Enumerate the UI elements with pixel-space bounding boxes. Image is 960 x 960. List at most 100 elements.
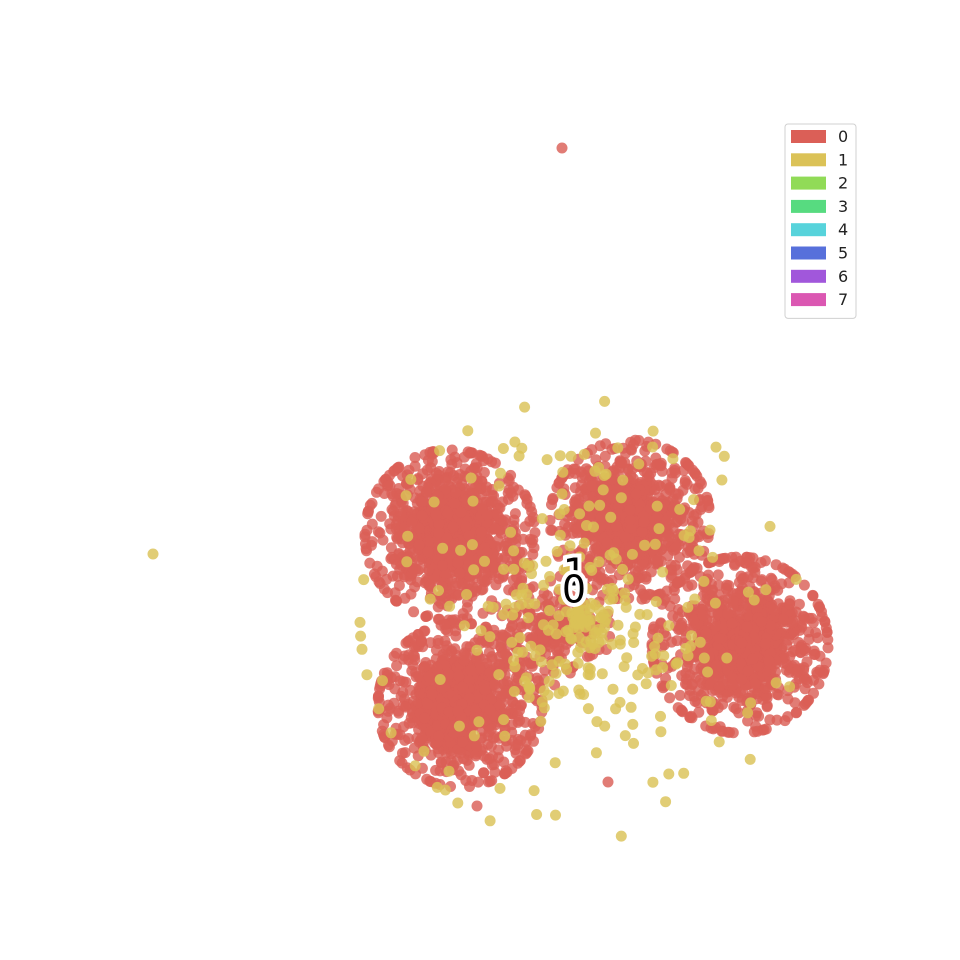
scatter-point-cluster-0 bbox=[635, 584, 646, 596]
scatter-point-cluster-0 bbox=[413, 522, 425, 534]
scatter-point-cluster-0 bbox=[736, 674, 748, 685]
scatter-point-cluster-0 bbox=[797, 644, 809, 656]
scatter-point-cluster-0 bbox=[600, 438, 612, 450]
scatter-point-cluster-0 bbox=[722, 585, 734, 597]
scatter-point-cluster-0 bbox=[440, 756, 452, 768]
scatter-point-cluster-0 bbox=[672, 488, 684, 500]
scatter-point-cluster-0 bbox=[374, 527, 386, 539]
scatter-point-cluster-0 bbox=[519, 716, 531, 728]
scatter-point-cluster-0 bbox=[409, 452, 421, 463]
scatter-point-cluster-0 bbox=[442, 508, 454, 519]
scatter-point-cluster-0 bbox=[673, 604, 684, 615]
scatter-point-cluster-0 bbox=[478, 767, 490, 779]
scatter-point-cluster-0 bbox=[630, 488, 642, 500]
scatter-point-cluster-0 bbox=[747, 653, 759, 665]
scatter-point-cluster-0 bbox=[403, 717, 415, 729]
scatter-point-cluster-0 bbox=[481, 547, 493, 559]
scatter-point-cluster-0 bbox=[624, 504, 636, 516]
scatter-point-cluster-0 bbox=[455, 506, 467, 518]
scatter-point-cluster-0 bbox=[776, 578, 787, 590]
scatter-point-cluster-0 bbox=[798, 579, 810, 591]
scatter-point-cluster-0 bbox=[398, 653, 409, 665]
scatter-point-cluster-0 bbox=[449, 497, 460, 509]
scatter-point-cluster-0 bbox=[420, 486, 432, 498]
scatter-point-cluster-0 bbox=[424, 579, 436, 591]
scatter-point-cluster-0 bbox=[740, 557, 752, 569]
scatter-point-cluster-0 bbox=[569, 496, 581, 508]
scatter-point-cluster-0 bbox=[524, 533, 536, 545]
scatter-point-cluster-0 bbox=[697, 609, 709, 621]
scatter-point-cluster-0 bbox=[611, 538, 622, 550]
scatter-point-cluster-0 bbox=[710, 660, 722, 672]
scatter-point-cluster-0 bbox=[674, 623, 686, 635]
scatter-point-cluster-0 bbox=[528, 516, 540, 528]
scatter-point-cluster-0 bbox=[390, 595, 402, 607]
scatter-point-cluster-0 bbox=[684, 545, 696, 557]
scatter-point-cluster-0 bbox=[782, 634, 794, 646]
scatter-point-cluster-0 bbox=[409, 460, 421, 472]
scatter-point-cluster-0 bbox=[636, 559, 648, 571]
scatter-point-cluster-0 bbox=[813, 678, 825, 690]
scatter-point-cluster-0 bbox=[441, 640, 453, 652]
scatter-point-cluster-0 bbox=[610, 520, 622, 532]
scatter-point-cluster-0 bbox=[384, 480, 396, 492]
scatter-point-cluster-0 bbox=[493, 744, 504, 756]
scatter-point-cluster-0 bbox=[375, 510, 387, 522]
scatter-point-cluster-0 bbox=[670, 541, 682, 553]
scatter-point-cluster-0 bbox=[763, 655, 775, 667]
scatter-point-cluster-0 bbox=[616, 457, 628, 469]
scatter-point-cluster-0 bbox=[599, 450, 611, 462]
scatter-point-cluster-0 bbox=[393, 580, 405, 591]
scatter-point-cluster-0 bbox=[493, 573, 505, 585]
scatter-point-cluster-0 bbox=[771, 688, 783, 700]
scatter-point-cluster-0 bbox=[452, 557, 464, 569]
scatter-point-cluster-0 bbox=[684, 690, 696, 702]
scatter-point-cluster-0 bbox=[721, 691, 733, 703]
scatter-point-cluster-0 bbox=[606, 574, 618, 586]
scatter-point-cluster-0 bbox=[486, 775, 498, 787]
scatter-point-cluster-0 bbox=[381, 573, 392, 585]
scatter-point-cluster-0 bbox=[713, 681, 725, 693]
scatter-point-cluster-0 bbox=[422, 546, 434, 558]
scatter-point-cluster-0 bbox=[694, 476, 706, 488]
scatter-point-cluster-0 bbox=[475, 526, 487, 538]
scatter-point-cluster-0 bbox=[498, 515, 510, 527]
scatter-point-cluster-0 bbox=[768, 604, 780, 616]
scatter-point-cluster-0 bbox=[810, 627, 822, 639]
scatter-point-cluster-0 bbox=[430, 467, 442, 479]
scatter-points bbox=[147, 142, 834, 842]
scatter-point-cluster-0 bbox=[666, 467, 678, 479]
scatter-point-cluster-0 bbox=[547, 492, 559, 504]
scatter-point-cluster-0 bbox=[447, 521, 459, 533]
scatter-point-cluster-0 bbox=[663, 530, 675, 542]
scatter-point-cluster-0 bbox=[727, 679, 739, 691]
scatter-point-cluster-0 bbox=[733, 576, 745, 588]
scatter-point-cluster-0 bbox=[803, 694, 815, 706]
scatter-point-cluster-0 bbox=[664, 692, 676, 704]
scatter-point-cluster-0 bbox=[821, 626, 833, 638]
scatter-point-cluster-0 bbox=[735, 657, 747, 669]
scatter-point-cluster-0 bbox=[705, 678, 717, 690]
scatter-point-cluster-0 bbox=[507, 574, 519, 586]
scatter-point-cluster-0 bbox=[413, 539, 425, 551]
scatter-point-cluster-0 bbox=[686, 579, 698, 591]
scatter-point-cluster-0 bbox=[801, 656, 813, 668]
scatter-point-cluster-0 bbox=[713, 633, 725, 644]
scatter-point-cluster-0 bbox=[460, 521, 472, 533]
scatter-point-cluster-0 bbox=[433, 595, 445, 607]
scatter-point-cluster-0 bbox=[481, 481, 493, 493]
scatter-point-cluster-0 bbox=[454, 567, 465, 579]
scatter-point-cluster-0 bbox=[791, 666, 803, 678]
scatter-point-cluster-0 bbox=[798, 614, 810, 626]
scatter-point-cluster-0 bbox=[727, 595, 739, 607]
scatter-point-cluster-0 bbox=[462, 446, 474, 458]
scatter-point-cluster-0 bbox=[417, 495, 429, 507]
scatter-point-cluster-0 bbox=[399, 747, 411, 759]
scatter-point-cluster-0 bbox=[790, 707, 802, 719]
scatter-point-cluster-0 bbox=[420, 611, 432, 622]
scatter-point-cluster-0 bbox=[755, 616, 767, 628]
scatter-point-cluster-0 bbox=[404, 544, 416, 556]
scatter-point-cluster-0 bbox=[478, 455, 490, 467]
scatter-point-cluster-0 bbox=[596, 574, 607, 586]
scatter-point-cluster-0 bbox=[445, 454, 457, 466]
